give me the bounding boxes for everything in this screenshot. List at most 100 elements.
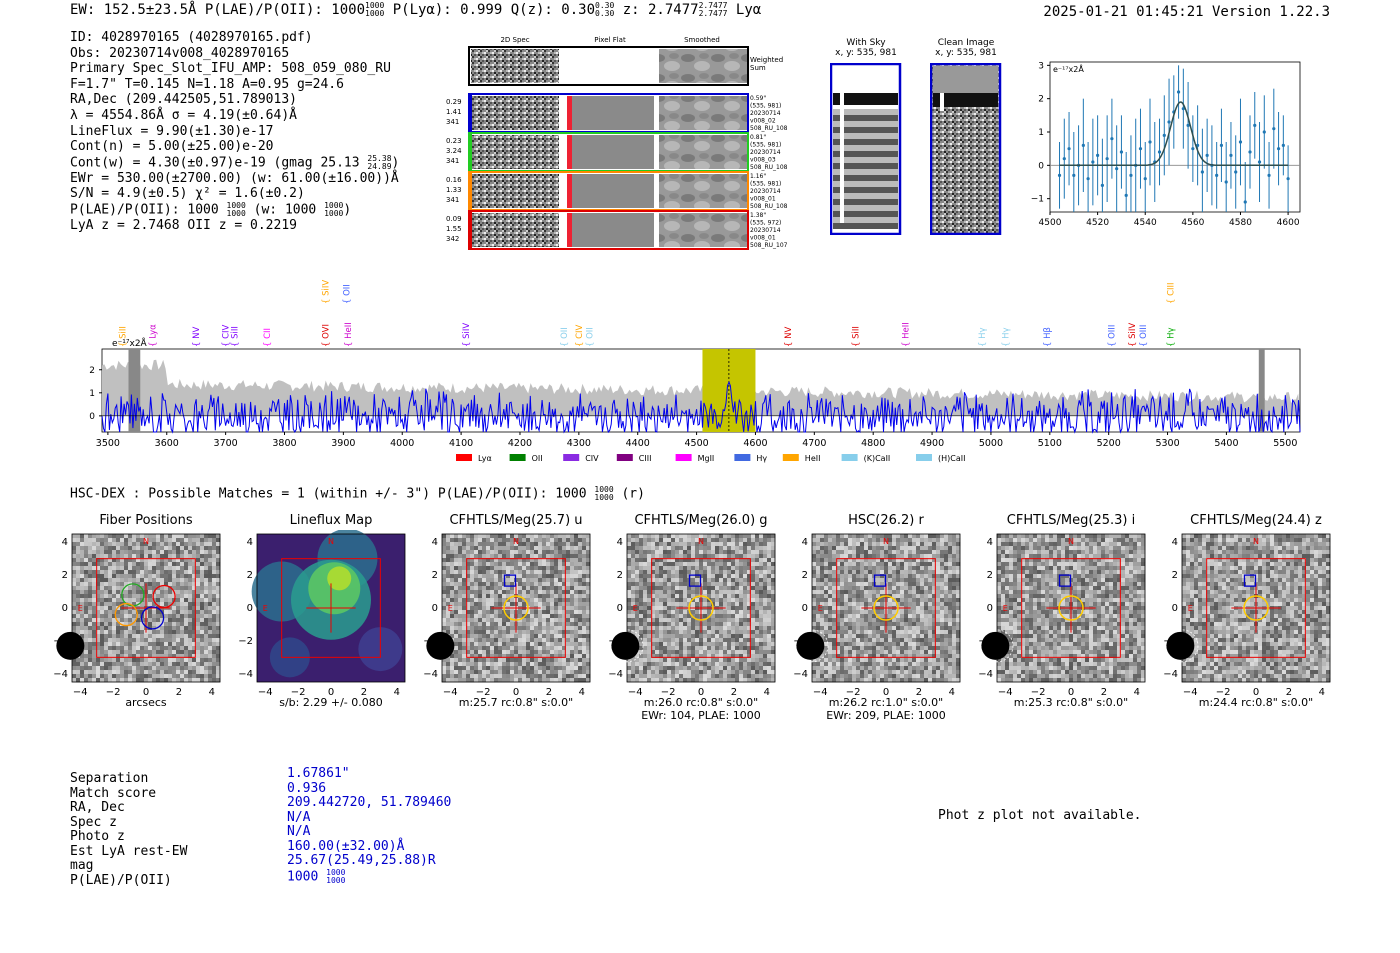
- zoom-point: [1148, 140, 1152, 144]
- panel-xtick: 4: [394, 687, 400, 698]
- aperture-box: [651, 558, 751, 658]
- zoom-point: [1215, 173, 1219, 177]
- cutout-row-left-label: 342: [446, 235, 459, 243]
- legend-label: CIII: [639, 454, 652, 463]
- cutout-row-left-label: 1.33: [446, 186, 462, 194]
- spectrum-xtick: 4100: [449, 438, 473, 449]
- panel-ytick: 0: [987, 603, 993, 614]
- panel-caption: EWr: 209, PLAE: 1000: [826, 709, 946, 722]
- match-label: mag: [70, 858, 94, 873]
- panel-xtick: −2: [846, 687, 861, 698]
- panel-xtick: 4: [949, 687, 955, 698]
- cutout-row-right-label: (535, 981): [750, 103, 781, 110]
- match-label: Photo z: [70, 829, 125, 844]
- info-contw: Cont(w) = 4.30(±0.97)e-19 (gmag 25.13 25…: [70, 153, 400, 171]
- svg-text:{ Hβ: { Hβ: [1043, 327, 1053, 347]
- cutout-row-left-label: 0.09: [446, 215, 462, 223]
- imaging-panel: N E 4 2 0 −2 −4 −4 −2 0 2 4: [1163, 533, 1331, 698]
- spectrum-xtick: 3800: [272, 438, 296, 449]
- svg-text:{ OIII: { OIII: [1108, 325, 1118, 347]
- spectrum-error-envelope: [102, 359, 1300, 416]
- match-label: P(LAE)/P(OII): [70, 872, 172, 888]
- clean-image-title: Clean Image x, y: 535, 981: [935, 38, 997, 58]
- spectrum-ytick: 1: [89, 389, 95, 399]
- match-values: 1.67861" 0.936 209.442720, 51.789460 N/A N/A…: [287, 766, 451, 885]
- zoom-ytick: 3: [1038, 61, 1044, 71]
- zoom-point: [1096, 153, 1100, 157]
- svg-text:Sum: Sum: [750, 64, 766, 72]
- panel-caption: m:24.4 rc:0.8" s:0.0": [1198, 696, 1314, 709]
- fiber-circle: [152, 584, 176, 609]
- panel-image: [611, 534, 776, 683]
- zoom-point: [1286, 177, 1290, 181]
- cutout-row-right-label: 508_RU_108: [750, 125, 788, 132]
- spectrum-xtick: 5100: [1038, 438, 1062, 449]
- spectrum-xtick: 5500: [1273, 438, 1297, 449]
- north-label: N: [883, 537, 889, 546]
- svg-text:{ HeII: { HeII: [902, 322, 912, 347]
- panel-caption: m:26.2 rc:1.0" s:0.0": [828, 696, 944, 709]
- zoom-point: [1219, 143, 1224, 147]
- legend-swatch: [782, 454, 799, 461]
- north-label: N: [1068, 537, 1074, 546]
- masked-region: [128, 349, 141, 432]
- match-value: 25.67(25.49,25.88)R: [287, 853, 436, 868]
- catalog-match-box: [873, 574, 887, 587]
- cutout-row-left-label: 341: [446, 118, 459, 126]
- svg-text:{ CIII: { CIII: [1166, 282, 1176, 304]
- info-lya-z: LyA z = 2.7468 OII z = 0.2219: [70, 218, 297, 234]
- panel-xtick: 2: [731, 687, 737, 698]
- zoom-point: [1119, 150, 1124, 154]
- east-label: E: [1003, 604, 1008, 613]
- cutout-row-right-label: 20230714: [750, 149, 781, 156]
- zoom-ytick: −1: [1031, 195, 1044, 205]
- panel-ytick: −4: [608, 669, 623, 680]
- panel-xtick: 2: [546, 687, 552, 698]
- cutout-row-right-label: 508_RU_107: [750, 242, 788, 249]
- panel-ytick: −2: [978, 636, 993, 647]
- spectral-line-label: { Hβ: [1043, 327, 1053, 347]
- panel-title: Fiber Positions: [99, 513, 193, 528]
- zoom-point: [1229, 153, 1233, 157]
- cutout-row-left-label: 3.24: [446, 147, 462, 155]
- imaging-panel: N E 4 2 0 −2 −4 −4 −2 0 2 4: [608, 533, 776, 698]
- zoom-point: [1257, 160, 1262, 164]
- panel-xtick: 0: [1253, 687, 1259, 698]
- match-label: Est LyA rest-EW: [70, 843, 188, 859]
- zoom-point: [1067, 147, 1071, 151]
- cutout-row-right-label: 0.59": [750, 95, 766, 102]
- north-label: N: [698, 537, 704, 546]
- panel-ytick: 2: [802, 570, 808, 581]
- zoom-point: [1100, 183, 1104, 187]
- aperture-box: [1206, 558, 1306, 658]
- hsc-dex-summary: HSC-DEX : Possible Matches = 1 (within +…: [70, 485, 645, 502]
- panel-ytick: 4: [987, 537, 993, 548]
- panel-xtick: 2: [1286, 687, 1292, 698]
- panel-image: [56, 534, 221, 683]
- zoom-xtick: 4500: [1039, 218, 1062, 228]
- zoom-point: [1176, 90, 1181, 94]
- spectrum-xtick: 4700: [802, 438, 826, 449]
- panel-xtick: 2: [916, 687, 922, 698]
- east-label: E: [263, 604, 268, 613]
- aperture-box: [281, 558, 381, 658]
- fiber-circle: [140, 606, 165, 630]
- cutout-row-right-label: 20230714: [750, 110, 781, 117]
- east-label: E: [818, 604, 823, 613]
- aperture-box: [836, 558, 936, 658]
- zoom-gaussian-fit: [1059, 101, 1289, 167]
- spectrum-xtick: 4300: [567, 438, 591, 449]
- zoom-axes: [1049, 61, 1301, 213]
- imaging-panel: N E 4 2 0 −2 −4 −4 −2 0 2 4: [423, 533, 591, 698]
- cutout-row-right-label: 508_RU_108: [750, 203, 788, 210]
- zoom-point: [1276, 147, 1281, 151]
- spectral-line-label: { SiIV: [322, 280, 332, 304]
- detection-circle: [503, 595, 529, 621]
- panel-xtick: −2: [476, 687, 491, 698]
- spectrum-xtick: 3900: [331, 438, 355, 449]
- svg-text:{ Hγ: { Hγ: [1166, 327, 1176, 347]
- zoom-point: [1253, 123, 1257, 127]
- info-ewr: EWr = 530.00(±2700.00) (w: 61.00(±16.00)…: [70, 170, 399, 186]
- match-value: N/A: [287, 809, 311, 825]
- panel-ytick: −4: [1163, 669, 1178, 680]
